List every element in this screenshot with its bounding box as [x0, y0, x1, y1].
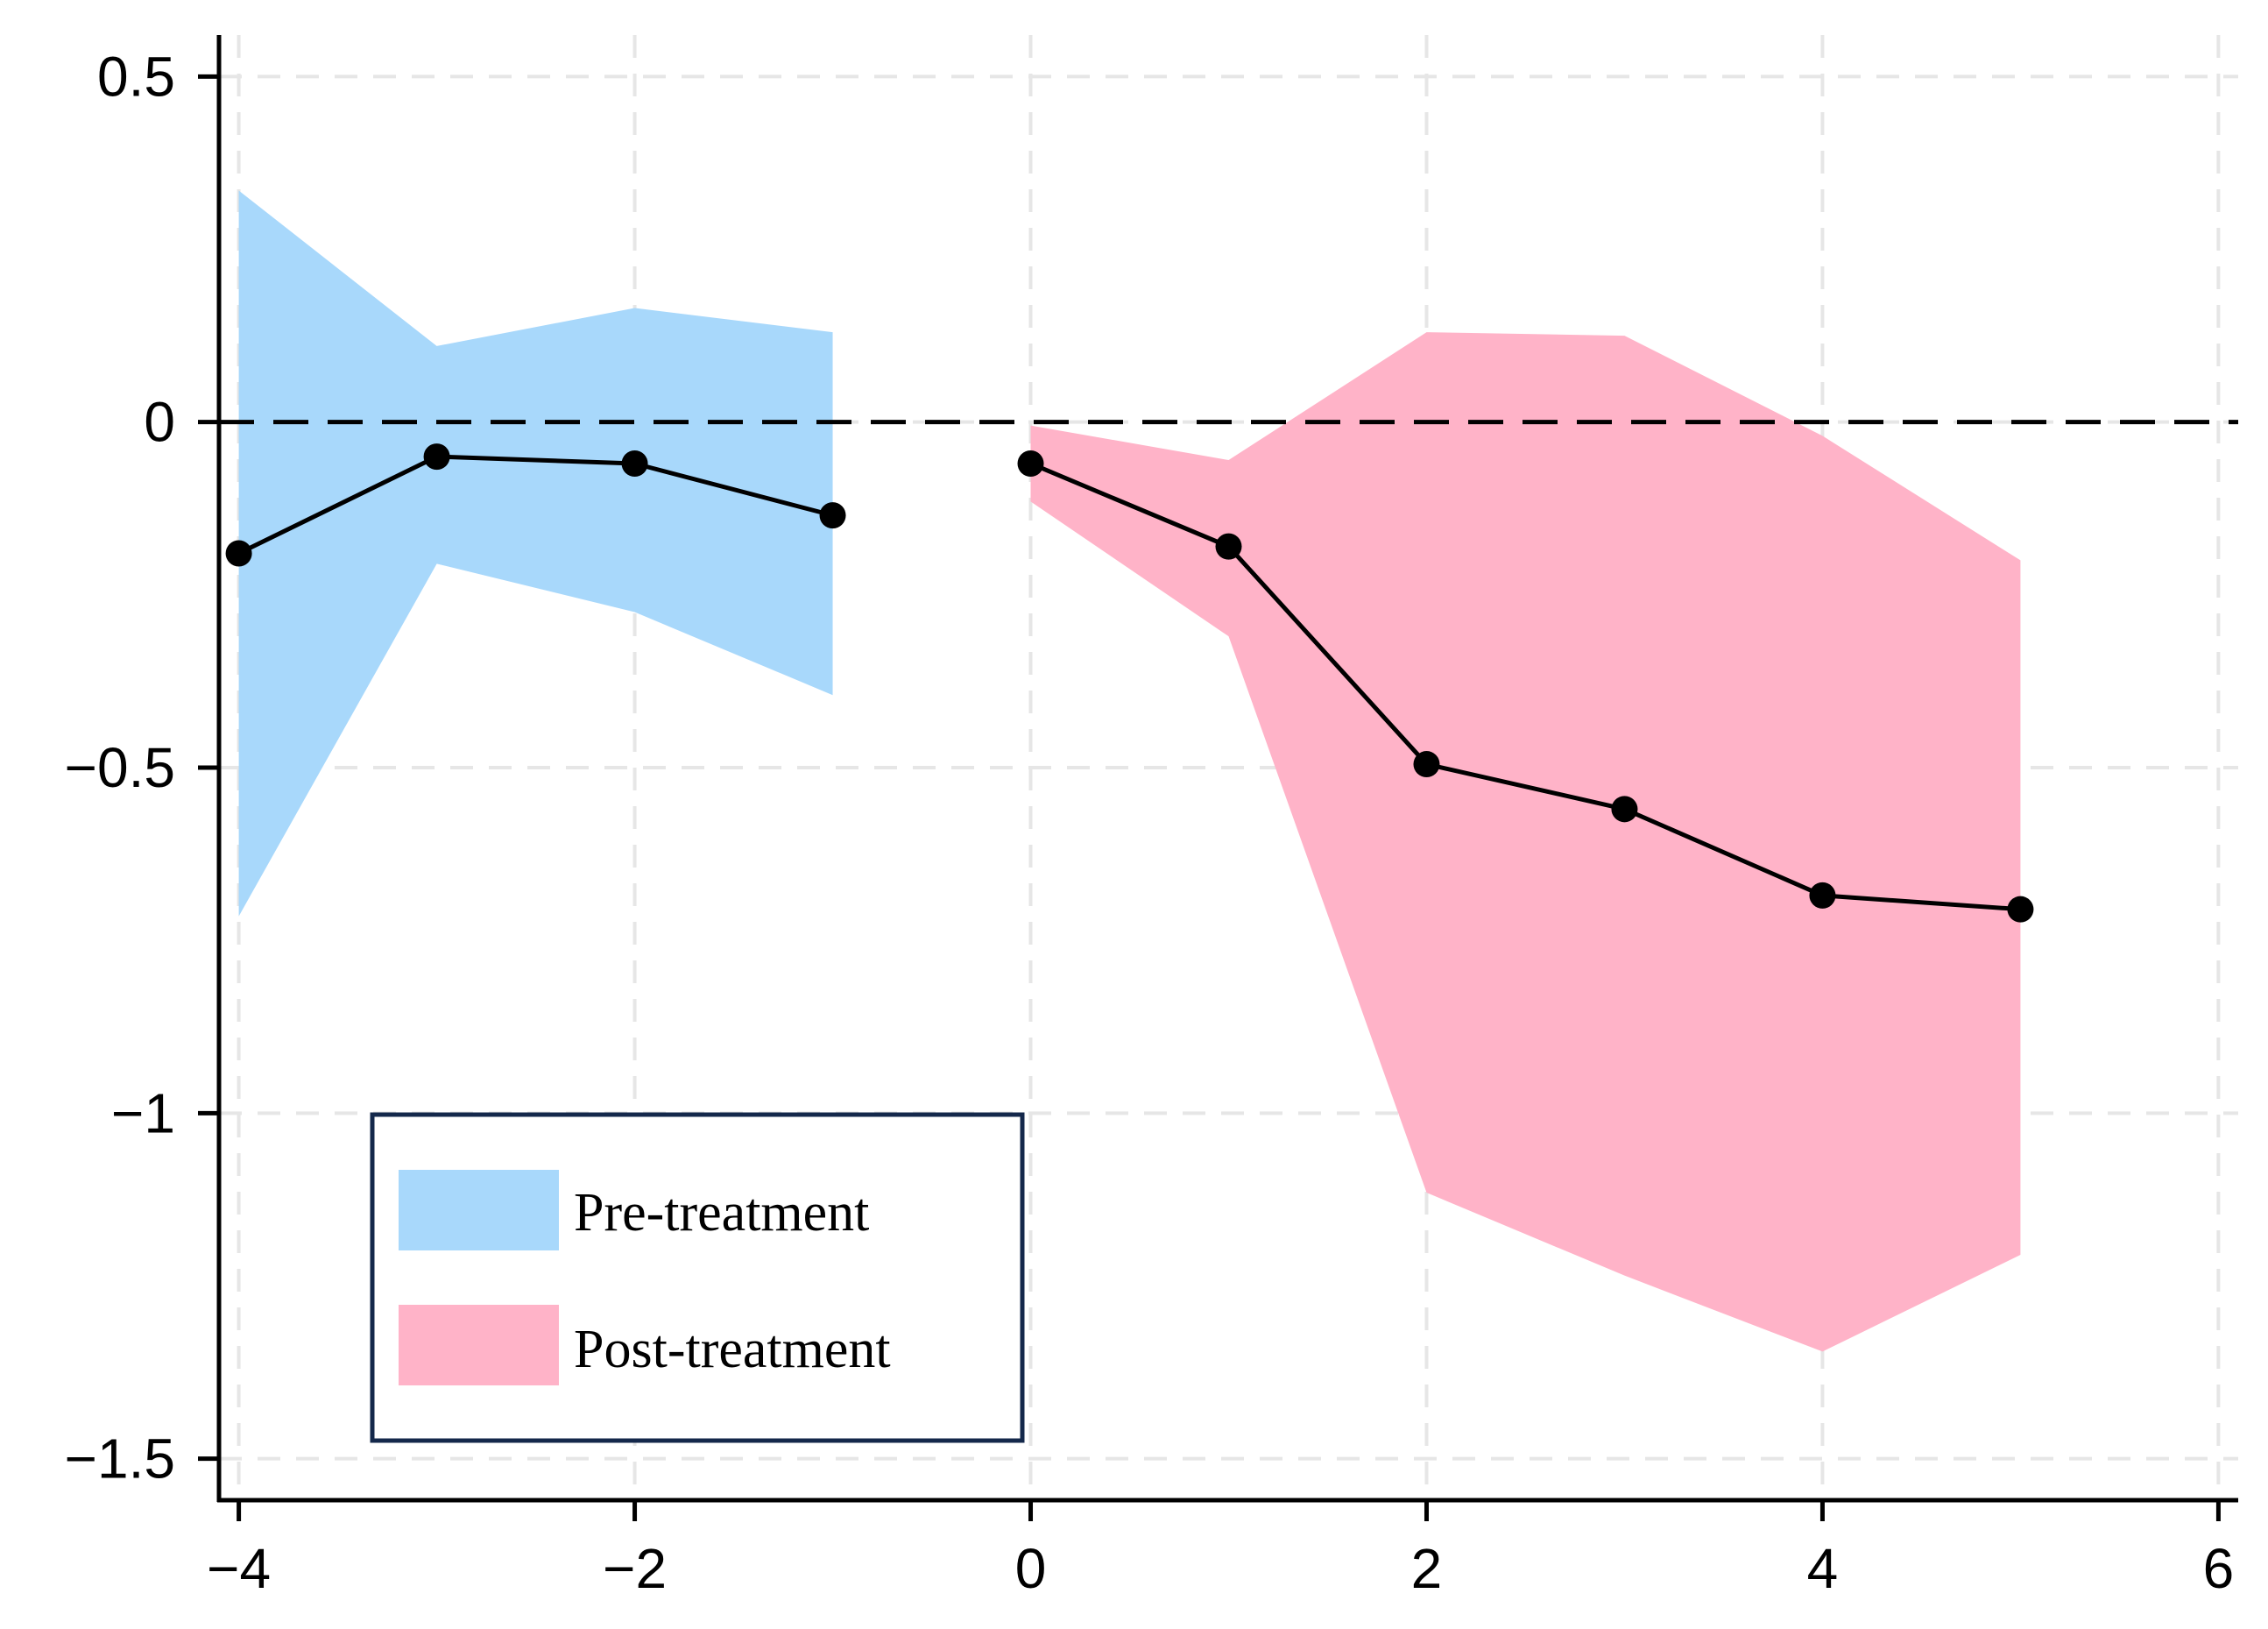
y-tick-label: −0.5 [65, 736, 175, 799]
legend-box [370, 1112, 1025, 1443]
x-tick-label: 0 [1015, 1537, 1047, 1600]
estimate-line-pre-treatment [237, 454, 834, 556]
legend-label-pre-treatment: Pre-treatment [574, 1183, 869, 1243]
ci-band-post-treatment [1030, 332, 2021, 1352]
x-tick-label: 2 [1411, 1537, 1443, 1600]
data-point [819, 502, 846, 529]
legend: Pre-treatment Post-treatment [370, 1112, 1025, 1443]
x-tick-label: −4 [207, 1537, 271, 1600]
legend-swatch-pre-treatment [399, 1170, 559, 1250]
data-point [621, 450, 648, 477]
data-point [2007, 896, 2034, 923]
data-point [1017, 450, 1044, 477]
data-point [225, 540, 252, 567]
data-point [1215, 533, 1242, 560]
ci-band-pre-treatment [238, 190, 833, 917]
data-point [1611, 796, 1638, 823]
data-point [1413, 751, 1440, 778]
data-point [423, 443, 450, 471]
axes: −4 −2 0 2 4 6 0.5 0 −0.5 −1 −1.5 [65, 35, 2238, 1600]
legend-label-post-treatment: Post-treatment [574, 1320, 891, 1379]
y-tick-label: −1 [111, 1081, 175, 1144]
y-tick-label: 0.5 [97, 45, 175, 108]
estimate-lines [237, 454, 2021, 912]
x-tick-label: 4 [1807, 1537, 1839, 1600]
y-tick-label: −1.5 [65, 1427, 175, 1491]
estimate-line-post-treatment [1029, 461, 2021, 912]
estimate-points [225, 443, 2034, 923]
x-tick-label: −2 [603, 1537, 667, 1600]
y-tick-label: 0 [144, 391, 175, 454]
data-point [1809, 882, 1836, 909]
x-tick-label: 6 [2203, 1537, 2235, 1600]
confidence-bands [238, 190, 2021, 1352]
legend-swatch-post-treatment [399, 1305, 559, 1385]
